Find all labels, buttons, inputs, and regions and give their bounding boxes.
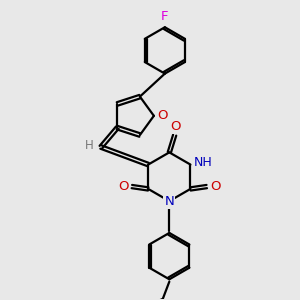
Text: O: O [210, 180, 220, 193]
Text: H: H [85, 139, 94, 152]
Text: N: N [164, 195, 174, 208]
Text: O: O [157, 109, 167, 122]
Text: O: O [118, 180, 129, 193]
Text: F: F [161, 10, 169, 23]
Text: O: O [170, 120, 181, 133]
Text: NH: NH [194, 156, 212, 169]
